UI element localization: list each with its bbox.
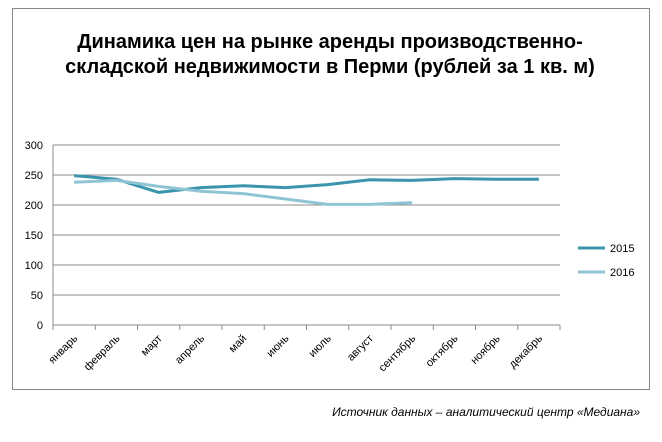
source-note: Источник данных – аналитический центр «М… [332,405,640,419]
x-tick-label: май [227,333,250,356]
y-tick-label: 0 [37,320,43,332]
x-tick-label: декабрь [507,332,545,370]
x-tick-label: январь [47,332,81,366]
y-tick-label: 100 [25,260,43,272]
x-tick-label: март [139,333,165,359]
y-tick-label: 150 [25,230,43,242]
x-tick-label: август [345,333,376,364]
legend-label-2015: 2015 [610,243,634,255]
chart-frame [12,8,650,390]
x-tick-label: апрель [173,332,207,366]
series-line-2016 [74,178,413,206]
y-tick-label: 200 [25,200,43,212]
y-tick-label: 250 [25,170,43,182]
x-tick-label: октябрь [424,332,461,369]
x-tick-label: февраль [82,332,123,373]
chart-title: Динамика цен на рынке аренды производств… [65,31,595,78]
legend-label-2016: 2016 [610,267,634,279]
x-tick-label: июнь [264,332,291,359]
x-tick-label: сентябрь [377,332,419,374]
series-line-2015 [73,174,539,194]
x-tick-label: июль [307,332,334,359]
y-tick-label: 300 [25,140,43,152]
y-tick-label: 50 [31,290,43,302]
x-tick-label: ноябрь [469,332,503,366]
